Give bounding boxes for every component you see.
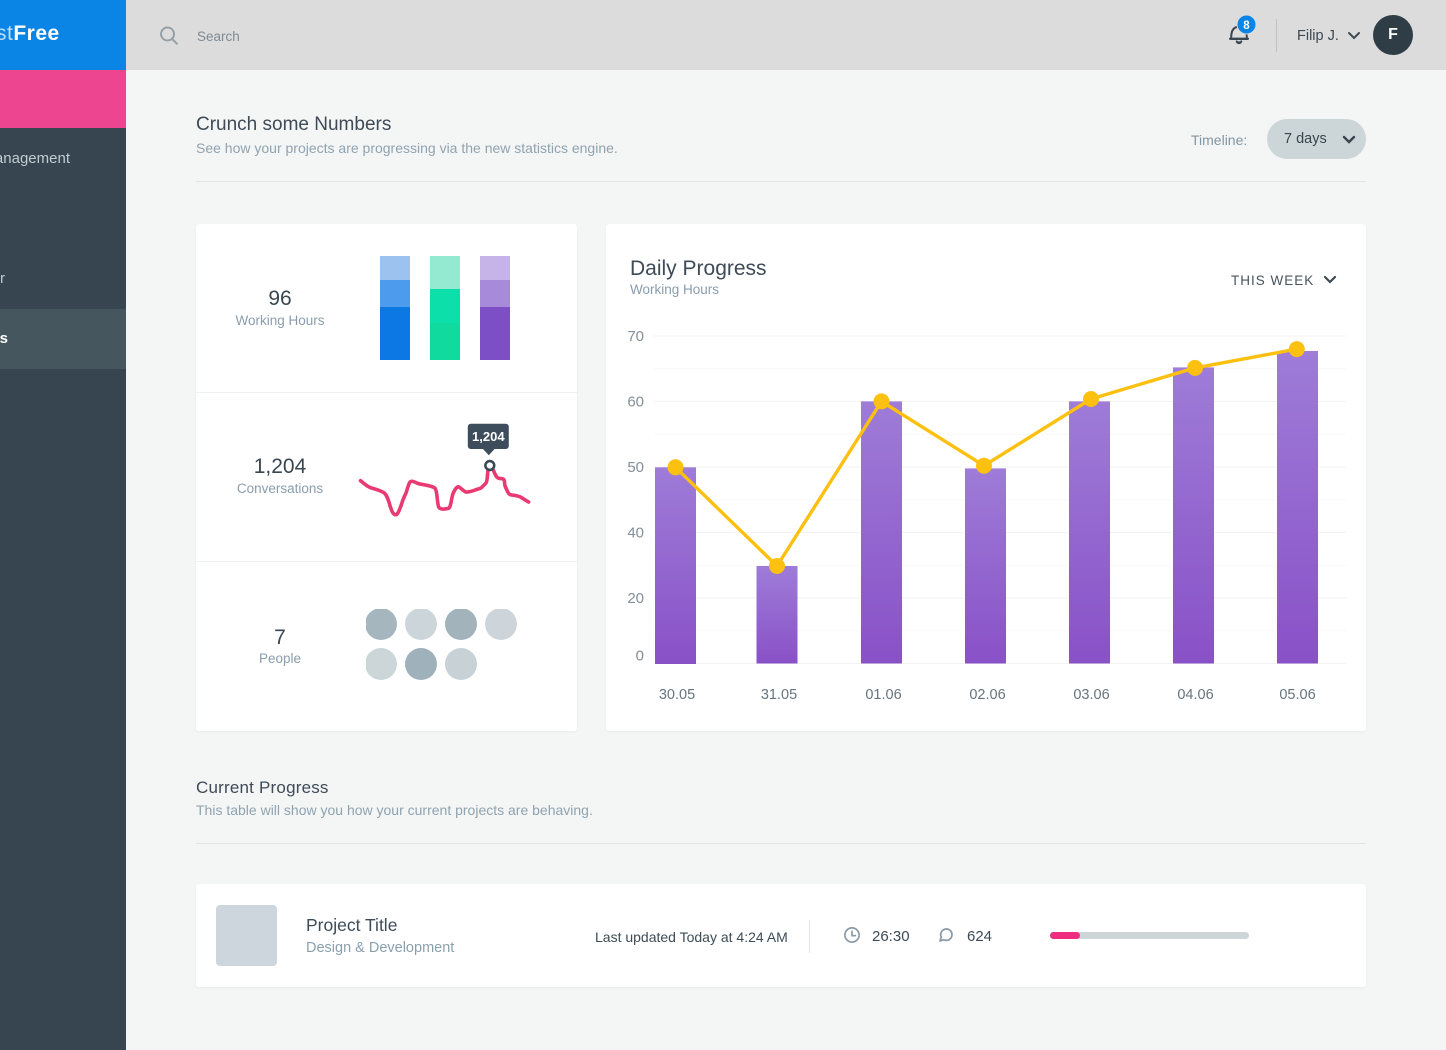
svg-text:01.06: 01.06 [865,687,901,703]
svg-text:20: 20 [627,590,644,607]
svg-text:31.05: 31.05 [761,687,797,703]
svg-text:8: 8 [1243,20,1250,32]
svg-text:05.06: 05.06 [1279,687,1315,703]
svg-text:70: 70 [627,328,644,345]
svg-text:40: 40 [627,525,644,542]
svg-text:30.05: 30.05 [659,687,695,703]
svg-text:50: 50 [627,459,644,476]
svg-text:02.06: 02.06 [969,687,1005,703]
svg-text:03.06: 03.06 [1073,687,1109,703]
svg-text:0: 0 [636,648,644,665]
svg-text:60: 60 [627,394,644,411]
svg-text:1,204: 1,204 [472,429,505,444]
svg-text:04.06: 04.06 [1177,687,1213,703]
